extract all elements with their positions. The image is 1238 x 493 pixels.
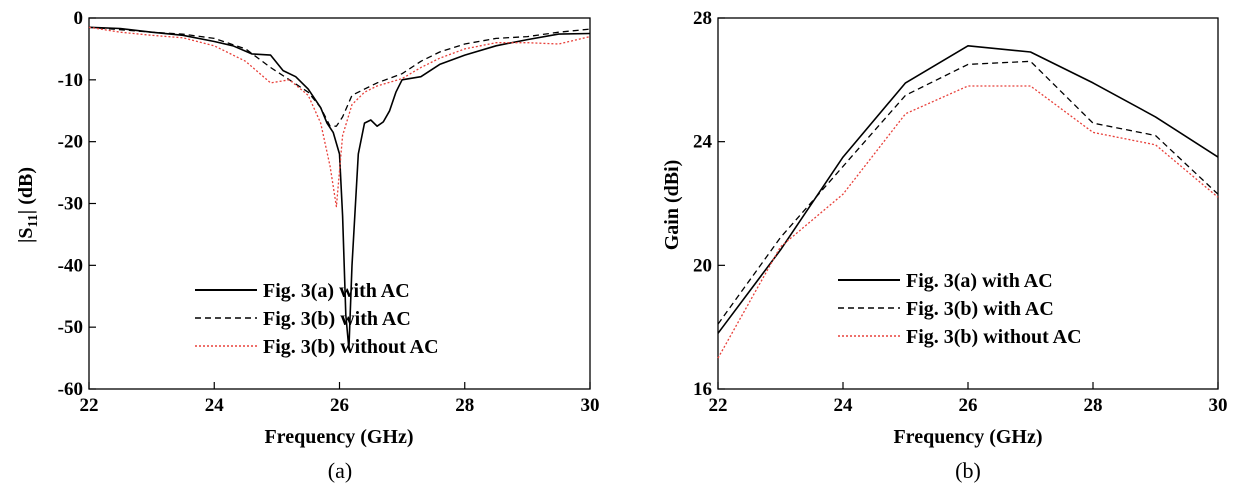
gain-y-tick-label: 20 (693, 255, 712, 276)
gain-y-axis-label: Gain (dBi) (661, 160, 683, 251)
s11-y-tick-label: -50 (58, 317, 83, 338)
s11-y-tick-label: -30 (58, 194, 83, 215)
s11-x-tick-label: 26 (330, 395, 349, 416)
s11-plot-frame (88, 17, 591, 390)
gain-x-tick-label: 22 (709, 395, 728, 416)
s11-x-axis-label: Frequency (GHz) (264, 426, 413, 448)
s11-ticks: 22 24 26 28 30 0 -10 -20 -30 -40 -50 -60 (58, 8, 600, 416)
gain-series-line-1 (717, 44, 1219, 334)
s11-series-line-2 (88, 26, 591, 127)
s11-series (88, 26, 591, 350)
s11-y-tick-label: -10 (58, 70, 83, 91)
gain-chart: 22 24 26 28 30 28 24 20 16 Frequency (GHz) Gain … (661, 8, 1228, 483)
s11-x-tick-label: 24 (205, 395, 225, 416)
gain-x-tick-label: 24 (834, 395, 854, 416)
s11-x-tick-label: 30 (581, 395, 600, 416)
gain-legend-label-1: Fig. 3(a) with AC (906, 270, 1053, 292)
gain-y-tick-label: 16 (693, 379, 712, 400)
gain-caption: (b) (955, 458, 981, 483)
gain-series (717, 44, 1219, 359)
gain-legend-label-3: Fig. 3(b) without AC (906, 326, 1082, 348)
s11-y-label-end: | (dB) (15, 167, 37, 214)
s11-caption: (a) (328, 458, 352, 483)
s11-y-label-sub: 11 (26, 214, 41, 227)
s11-y-tick-label: -40 (58, 255, 83, 276)
gain-legend: Fig. 3(a) with AC Fig. 3(b) with AC Fig. 3… (838, 270, 1082, 348)
s11-series-line-1 (88, 26, 591, 350)
gain-y-tick-label: 28 (693, 8, 712, 29)
s11-legend-label-2: Fig. 3(b) with AC (263, 308, 411, 330)
gain-y-tick-label: 24 (693, 132, 713, 153)
s11-legend: Fig. 3(a) with AC Fig. 3(b) with AC Fig. 3… (195, 280, 439, 358)
s11-x-tick-label: 22 (80, 395, 99, 416)
gain-legend-label-2: Fig. 3(b) with AC (906, 298, 1054, 320)
gain-x-tick-label: 28 (1084, 395, 1103, 416)
gain-x-tick-label: 26 (959, 395, 978, 416)
s11-y-tick-label: -20 (58, 132, 83, 153)
gain-x-tick-label: 30 (1209, 395, 1228, 416)
s11-y-axis-label: |S11| (dB) (15, 167, 41, 243)
s11-legend-label-3: Fig. 3(b) without AC (263, 336, 439, 358)
s11-y-label-main: |S (15, 227, 37, 243)
gain-ticks: 22 24 26 28 30 28 24 20 16 (693, 8, 1228, 416)
s11-y-tick-label: -60 (58, 379, 83, 400)
gain-series-line-2 (717, 60, 1219, 325)
s11-series-line-3 (88, 26, 591, 208)
s11-y-tick-label: 0 (74, 8, 84, 29)
s11-x-tick-label: 28 (455, 395, 474, 416)
gain-x-axis-label: Frequency (GHz) (893, 426, 1042, 448)
s11-legend-label-1: Fig. 3(a) with AC (263, 280, 410, 302)
s11-chart: 22 24 26 28 30 0 -10 -20 -30 -40 -50 -60 Frequency … (15, 8, 600, 483)
